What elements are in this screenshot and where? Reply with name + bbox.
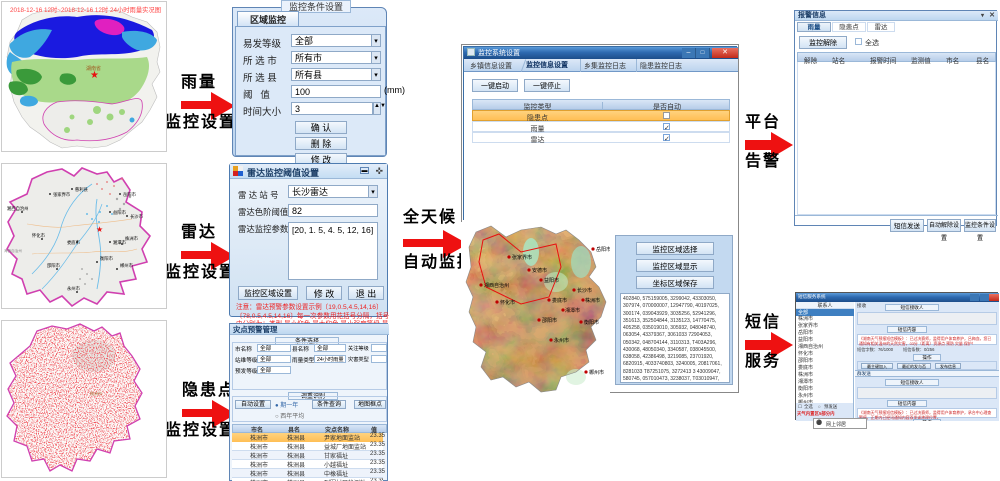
svg-text:2018-12-16 12时~2018-12-16 12时: 2018-12-16 12时~2018-12-16 12时 24小时雨量实况图 bbox=[10, 5, 161, 14]
svg-text:永州市: 永州市 bbox=[67, 285, 81, 292]
svg-text:郴州市: 郴州市 bbox=[589, 369, 604, 376]
svg-text:★: ★ bbox=[90, 70, 99, 81]
svg-text:娄底市: 娄底市 bbox=[67, 239, 81, 246]
svg-text:邵阳市: 邵阳市 bbox=[47, 262, 61, 269]
svg-text:长沙市: 长沙市 bbox=[130, 213, 144, 220]
svg-text:慈利县: 慈利县 bbox=[75, 186, 89, 193]
svg-text:怀化市: 怀化市 bbox=[500, 299, 515, 306]
svg-text:怀化市: 怀化市 bbox=[32, 232, 46, 239]
svg-text:★: ★ bbox=[96, 225, 103, 234]
svg-text:张家界市: 张家界市 bbox=[53, 191, 71, 198]
svg-text:长沙市: 长沙市 bbox=[577, 287, 592, 294]
svg-text:岳阳市: 岳阳市 bbox=[123, 191, 137, 198]
svg-text:益阳市: 益阳市 bbox=[113, 209, 127, 216]
svg-text:湘西自治州: 湘西自治州 bbox=[484, 282, 509, 289]
svg-text:株洲市: 株洲市 bbox=[125, 235, 139, 242]
svg-text:海西自治州: 海西自治州 bbox=[4, 248, 22, 253]
svg-text:郴州市: 郴州市 bbox=[120, 262, 134, 269]
svg-text:株洲市: 株洲市 bbox=[585, 297, 600, 304]
svg-text:永州市: 永州市 bbox=[554, 337, 569, 344]
svg-text:衡阳市: 衡阳市 bbox=[100, 255, 114, 262]
svg-text:湘西自治州: 湘西自治州 bbox=[7, 205, 28, 212]
svg-text:益阳市: 益阳市 bbox=[544, 277, 559, 284]
svg-text:娄底市: 娄底市 bbox=[552, 297, 567, 304]
svg-text:张家界市: 张家界市 bbox=[512, 254, 532, 261]
svg-text:邵阳市: 邵阳市 bbox=[542, 317, 557, 324]
svg-text:岳阳市: 岳阳市 bbox=[596, 246, 610, 253]
svg-text:衡阳市: 衡阳市 bbox=[584, 319, 599, 326]
svg-text:安德市: 安德市 bbox=[532, 267, 547, 274]
svg-text:湘潭市: 湘潭市 bbox=[565, 307, 580, 314]
svg-text:株洲市: 株洲市 bbox=[90, 390, 102, 396]
